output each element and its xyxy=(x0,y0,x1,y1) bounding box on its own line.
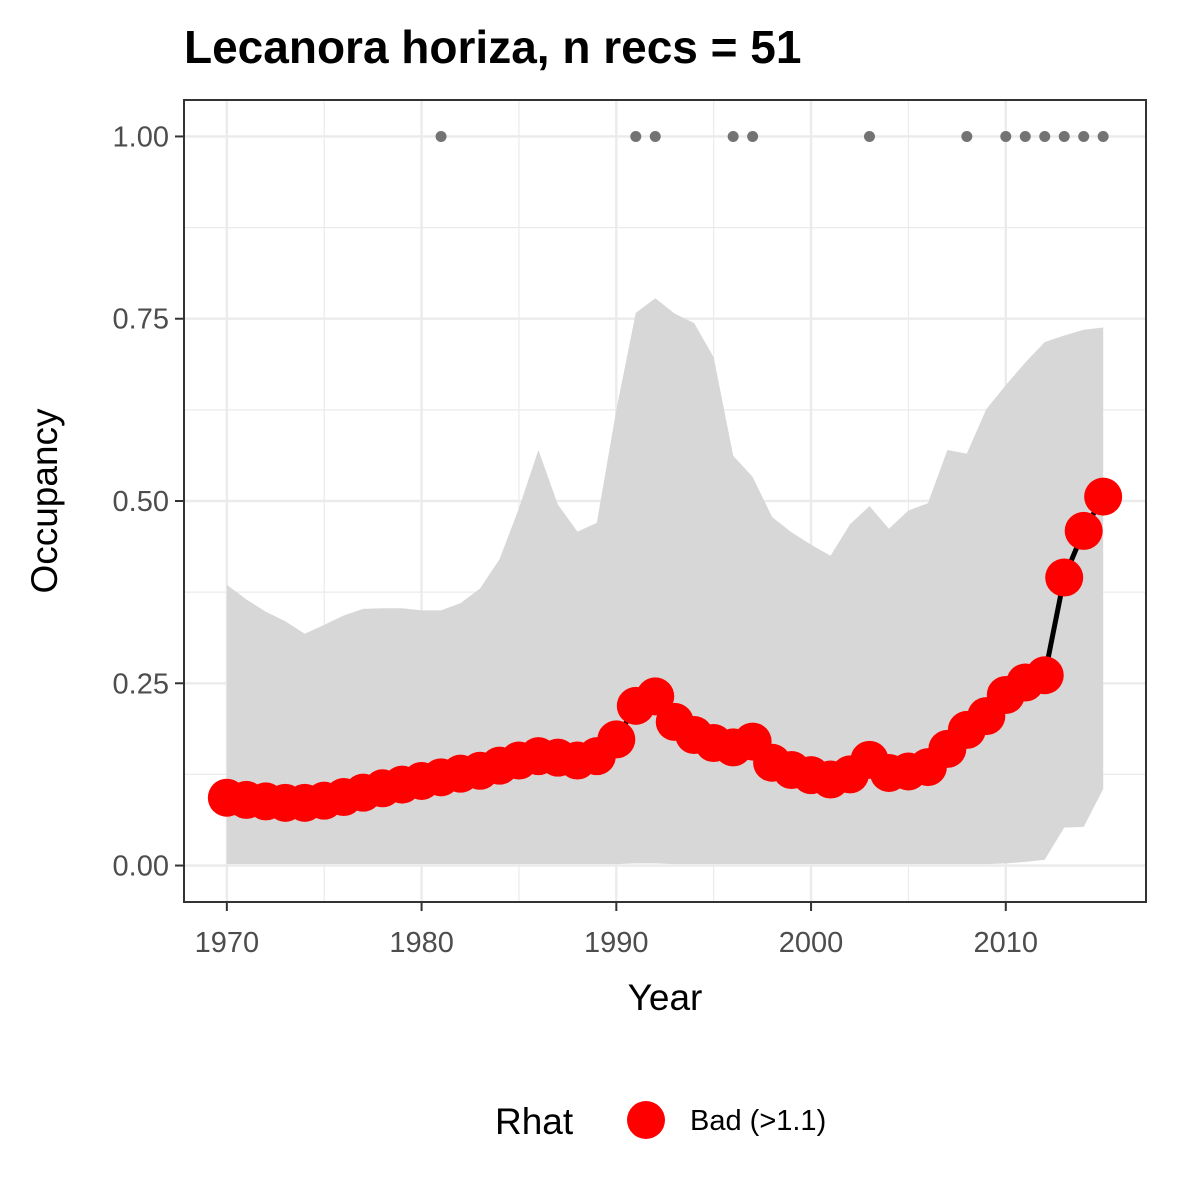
legend-label: Bad (>1.1) xyxy=(690,1105,826,1137)
record-point xyxy=(747,130,759,142)
record-point xyxy=(649,130,661,142)
y-tick-label: 0.75 xyxy=(113,304,169,336)
x-tick-label: 2000 xyxy=(779,927,844,959)
record-point xyxy=(727,130,739,142)
record-point xyxy=(1000,130,1012,142)
x-tick-label: 2010 xyxy=(974,927,1039,959)
occupancy-point xyxy=(1045,558,1084,597)
x-axis-title: Year xyxy=(628,977,703,1018)
record-point xyxy=(1078,130,1090,142)
x-tick-label: 1970 xyxy=(195,927,260,959)
y-tick-label: 0.00 xyxy=(113,851,169,883)
occupancy-point xyxy=(1084,477,1123,516)
record-point xyxy=(863,130,875,142)
y-tick-label: 1.00 xyxy=(113,121,169,153)
legend-title: Rhat xyxy=(495,1101,574,1142)
record-point xyxy=(435,130,447,142)
y-tick-label: 0.50 xyxy=(113,486,169,518)
occupancy-points-layer xyxy=(207,477,1123,822)
occupancy-point xyxy=(597,720,636,759)
record-point xyxy=(1019,130,1031,142)
confidence-ribbon xyxy=(226,298,1104,865)
confidence-ribbon-layer xyxy=(226,298,1104,865)
occupancy-point xyxy=(1025,656,1064,695)
record-point xyxy=(1039,130,1051,142)
y-axis-title: Occupancy xyxy=(24,408,65,594)
y-axis-ticks: 0.00 0.25 0.50 0.75 1.00 xyxy=(113,121,184,883)
record-point xyxy=(961,130,973,142)
record-point xyxy=(630,130,642,142)
x-tick-label: 1980 xyxy=(389,927,454,959)
x-axis-ticks: 1970 1980 1990 2000 2010 xyxy=(195,902,1038,959)
record-point xyxy=(1058,130,1070,142)
y-tick-label: 0.25 xyxy=(113,668,169,700)
chart-title: Lecanora horiza, n recs = 51 xyxy=(184,21,801,73)
legend-key-point xyxy=(627,1101,665,1139)
record-point xyxy=(1097,130,1109,142)
legend: Rhat Bad (>1.1) xyxy=(495,1101,826,1142)
x-tick-label: 1990 xyxy=(584,927,649,959)
record-points-layer xyxy=(435,130,1109,142)
occupancy-point xyxy=(1064,511,1103,550)
